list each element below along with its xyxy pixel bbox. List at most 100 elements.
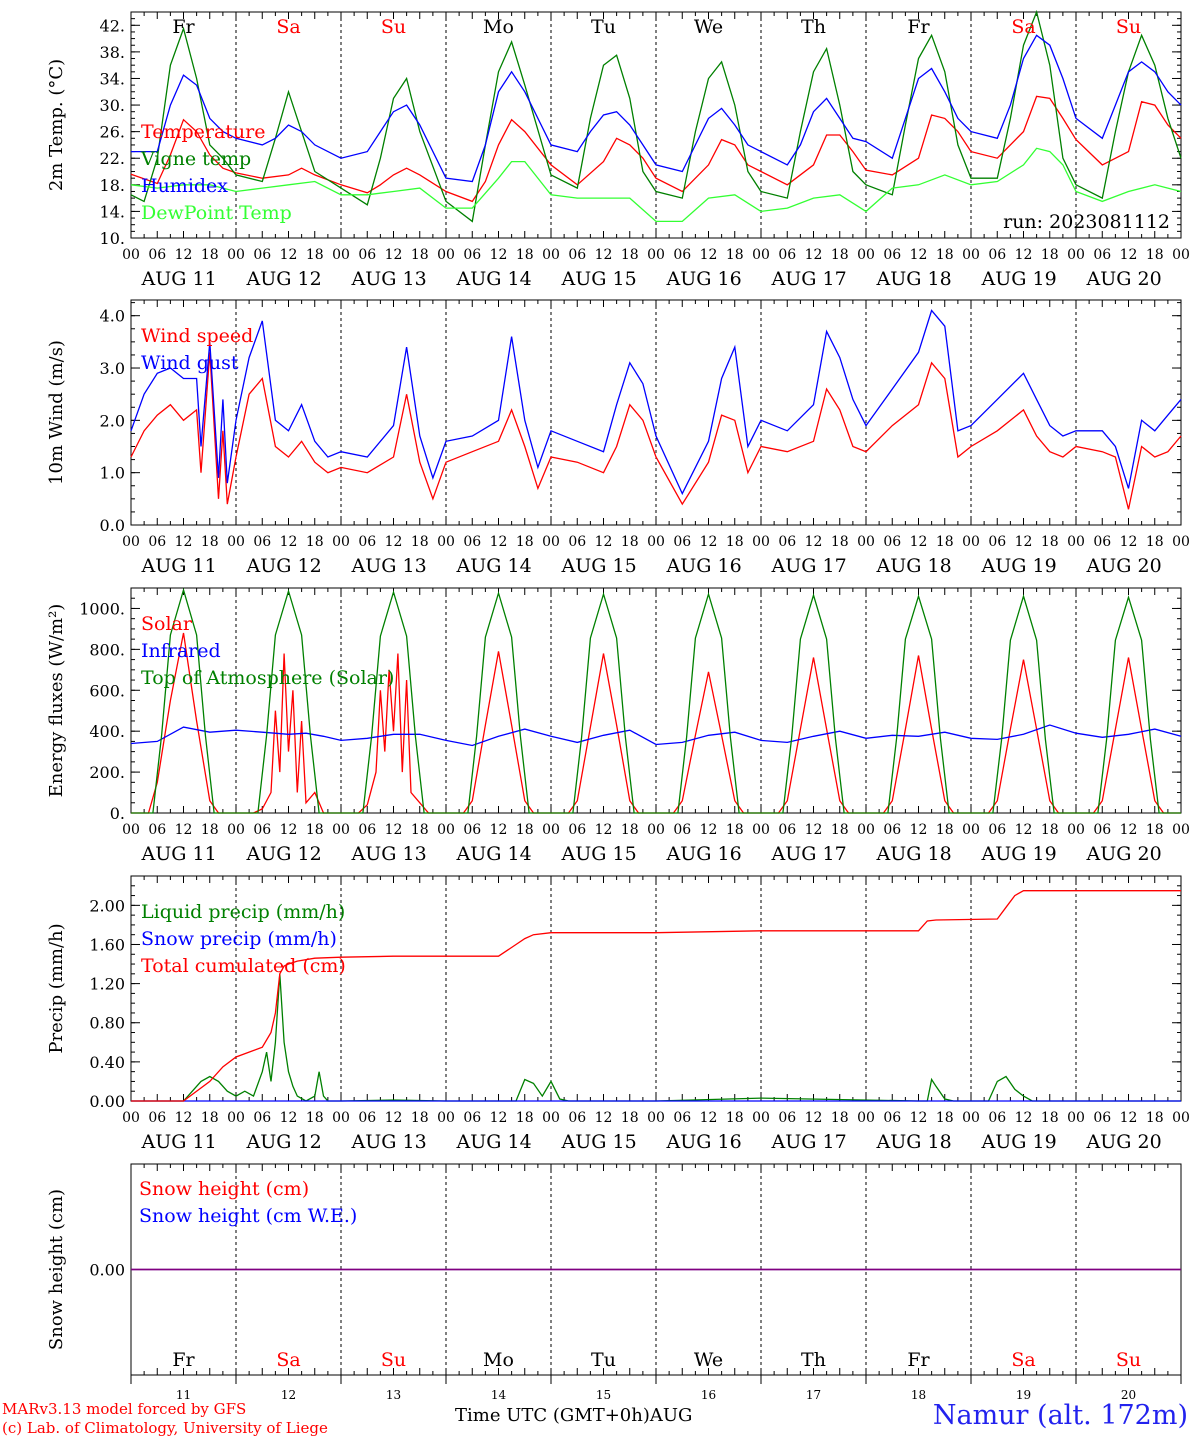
hour-label: 18	[411, 534, 429, 550]
hour-label: 06	[1093, 247, 1111, 263]
date-label: AUG 18	[876, 268, 952, 290]
hour-label: 06	[253, 1110, 271, 1126]
hour-label: 12	[910, 822, 928, 838]
legend-wind-gust: Wind gust	[141, 352, 239, 374]
hour-label: 12	[280, 822, 298, 838]
hour-label: 18	[726, 1110, 744, 1126]
date-label: AUG 13	[351, 843, 427, 865]
weekday-label-bottom: Sa	[1011, 1349, 1035, 1371]
hour-label: 06	[358, 822, 376, 838]
y-tick-label: 18.	[100, 176, 125, 195]
hour-label: 12	[280, 1110, 298, 1126]
hour-label: 00	[227, 822, 245, 838]
hour-label: 12	[385, 1110, 403, 1126]
date-label: AUG 16	[666, 555, 742, 577]
date-label: AUG 12	[246, 268, 322, 290]
date-label: AUG 16	[666, 268, 742, 290]
hour-label: 18	[306, 534, 324, 550]
hour-label: 18	[1041, 822, 1059, 838]
hour-label: 06	[988, 247, 1006, 263]
date-label: AUG 19	[981, 268, 1057, 290]
hour-label: 18	[306, 822, 324, 838]
hour-label: 00	[332, 247, 350, 263]
hour-label: 12	[805, 247, 823, 263]
hour-label: 18	[306, 1110, 324, 1126]
date-label: AUG 19	[981, 1131, 1057, 1153]
hour-label: 18	[1146, 822, 1164, 838]
date-label: AUG 11	[141, 1131, 217, 1153]
series-humidex	[131, 34, 1182, 183]
y-tick-label: 1.60	[89, 935, 125, 954]
legend-snow-height-cm: Snow height (cm)	[139, 1178, 309, 1200]
hour-label: 18	[726, 822, 744, 838]
hour-label: 06	[988, 822, 1006, 838]
date-label: AUG 20	[1086, 268, 1162, 290]
hour-label: 12	[490, 247, 508, 263]
hour-label: 00	[1172, 247, 1190, 263]
series-temperature	[130, 95, 1182, 203]
y-tick-label: 600.	[89, 681, 125, 700]
hour-label: 12	[175, 247, 193, 263]
date-label: AUG 15	[561, 268, 637, 290]
hour-label: 18	[1146, 534, 1164, 550]
hour-label: 00	[752, 247, 770, 263]
y-axis-title: Snow height (cm)	[46, 1189, 67, 1350]
y-tick-label: 0.	[110, 804, 125, 823]
legend-humidex: Humidex	[141, 175, 228, 197]
hour-label: 06	[883, 1110, 901, 1126]
hour-label: 00	[437, 822, 455, 838]
series-top-of-atmosphere-solar	[131, 587, 1181, 814]
hour-label: 18	[411, 1110, 429, 1126]
y-tick-label: 1.20	[89, 975, 125, 994]
y-axis-title: Energy fluxes (W/m²)	[46, 604, 67, 798]
date-label: AUG 11	[141, 843, 217, 865]
date-label: AUG 18	[876, 843, 952, 865]
date-label: AUG 11	[141, 268, 217, 290]
date-label: AUG 17	[771, 1131, 847, 1153]
legend-wind-speed: Wind speed	[141, 325, 253, 347]
panel-frame-2	[130, 299, 1182, 526]
hour-label: 12	[700, 534, 718, 550]
hour-label: 12	[280, 247, 298, 263]
weekday-label-top: Su	[381, 16, 406, 38]
date-label: AUG 14	[456, 268, 532, 290]
hour-label: 00	[857, 822, 875, 838]
date-label: AUG 11	[141, 555, 217, 577]
hour-label: 06	[253, 822, 271, 838]
hour-label: 00	[122, 534, 140, 550]
y-tick-label: 3.0	[100, 359, 125, 378]
date-label: AUG 17	[771, 555, 847, 577]
hour-label: 12	[385, 247, 403, 263]
hour-label: 06	[673, 1110, 691, 1126]
series-wind-gust	[130, 309, 1182, 496]
y-tick-label: 800.	[89, 640, 125, 659]
hour-label: 18	[201, 247, 219, 263]
hour-label: 18	[936, 247, 954, 263]
y-tick-label: 38.	[100, 43, 125, 62]
hour-label: 18	[831, 247, 849, 263]
weekday-label-bottom: Fr	[907, 1349, 930, 1371]
hour-label: 00	[227, 247, 245, 263]
hour-label: 06	[568, 1110, 586, 1126]
hour-label: 00	[332, 534, 350, 550]
hour-label: 12	[280, 534, 298, 550]
hour-label: 18	[306, 247, 324, 263]
date-label: AUG 13	[351, 1131, 427, 1153]
hour-label: 00	[1172, 1110, 1190, 1126]
y-tick-label: 2.00	[89, 896, 125, 915]
hour-label: 18	[516, 1110, 534, 1126]
hour-label: 00	[122, 247, 140, 263]
date-label: AUG 18	[876, 555, 952, 577]
day-number-label: 18	[911, 1388, 926, 1402]
hour-label: 06	[778, 822, 796, 838]
hour-label: 06	[463, 1110, 481, 1126]
date-label: AUG 20	[1086, 843, 1162, 865]
hour-label: 00	[437, 534, 455, 550]
hour-label: 12	[1015, 822, 1033, 838]
hour-label: 06	[778, 1110, 796, 1126]
y-tick-label: 2.0	[100, 411, 125, 430]
hour-label: 12	[1120, 247, 1138, 263]
hour-label: 00	[1172, 534, 1190, 550]
hour-label: 18	[1146, 1110, 1164, 1126]
